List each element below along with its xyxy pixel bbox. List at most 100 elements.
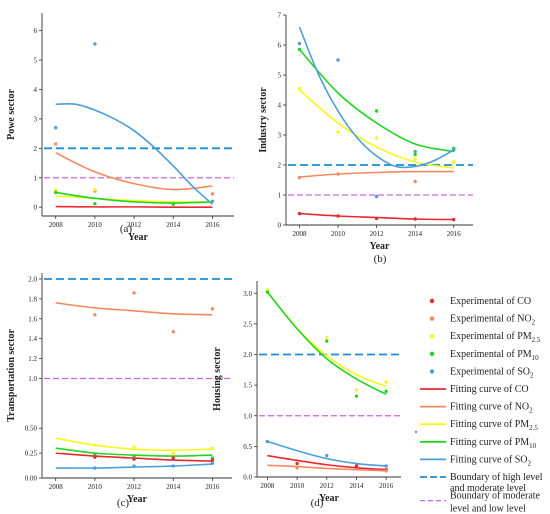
legend-marker [429, 369, 435, 374]
point-no2 [210, 307, 215, 311]
legend-item: Experimental of SO2 [429, 366, 534, 379]
fit-curve-so2 [298, 26, 455, 169]
legend-label: Fitting curve of CO [450, 384, 529, 395]
legend-subscript: 2 [529, 407, 533, 415]
x-tick-label: 2014 [349, 482, 364, 490]
x-axis-label: Year [128, 232, 149, 243]
point-co [132, 457, 136, 461]
legend-label: Experimental of NO2 [450, 314, 536, 327]
point-pm10 [171, 202, 175, 206]
panel-label: (d) [311, 497, 324, 509]
point-co [93, 455, 97, 459]
point-co [171, 456, 175, 460]
x-tick-label: 2008 [292, 230, 307, 238]
point-pm10 [93, 201, 97, 206]
point-no2 [336, 172, 340, 176]
legend-label: Boundary of high level [450, 472, 543, 483]
x-tick-label: 2010 [88, 221, 103, 229]
y-tick-label: 1.0 [28, 375, 37, 383]
y-tick-label: 1.2 [28, 355, 37, 363]
point-pm25 [325, 335, 329, 340]
point-so2 [374, 194, 379, 199]
legend-marker [429, 334, 435, 339]
y-tick-label: 5 [34, 57, 38, 65]
point-so2 [210, 461, 215, 465]
x-tick-label: 2016 [205, 221, 220, 229]
point-pm10 [374, 109, 379, 113]
fit-curve-co [55, 205, 213, 208]
x-tick-label: 2014 [166, 483, 181, 491]
y-tick-label: 0 [278, 222, 282, 230]
point-pm25 [384, 380, 388, 384]
y-tick-label: 1.4 [28, 335, 37, 343]
y-tick-label: 6 [34, 27, 38, 35]
point-no2 [54, 142, 58, 146]
point-co [413, 217, 417, 221]
legend-marker [429, 298, 435, 304]
y-axis-label: Housing sector [212, 347, 223, 411]
point-so2 [265, 439, 270, 444]
legend-label: Experimental of PM10 [450, 349, 539, 362]
legend-subscript: 2.5 [529, 424, 538, 432]
point-pm25 [132, 445, 136, 449]
x-tick-label: 2008 [49, 483, 64, 491]
point-no2 [93, 313, 97, 317]
x-tick-label: 2012 [127, 483, 142, 491]
legend-label: Fitting curve of PM10 [450, 437, 537, 450]
x-tick-label: 2016 [447, 230, 462, 238]
y-tick-label: 1.0 [243, 412, 252, 420]
y-tick-label: 2 [278, 162, 282, 170]
y-tick-label: 0.50 [25, 425, 38, 433]
point-no2 [210, 192, 215, 196]
y-tick-label: 3 [34, 115, 38, 123]
panel-1: 2008 2010 2012 2014 2016 0 1 2 3 4 5 6 Year Powe sect… [6, 13, 234, 243]
point-pm10 [384, 389, 388, 393]
point-so2 [384, 464, 388, 468]
legend-item: Experimental of NO2 [429, 314, 536, 327]
x-tick-label: 2008 [49, 221, 64, 229]
fit-curve-no2 [55, 152, 213, 191]
point-pm25 [452, 160, 456, 164]
y-tick-label: 6 [278, 42, 282, 50]
x-tick-label: 2010 [88, 483, 103, 491]
legend-subscript: 2 [528, 459, 532, 467]
fit-curve-pm25 [55, 437, 213, 451]
point-co [297, 211, 302, 216]
point-co [452, 217, 456, 222]
y-tick-label: 0.0 [243, 474, 252, 482]
fit-curve-so2 [55, 102, 213, 205]
x-tick-label: 2014 [166, 221, 181, 229]
panel-label: (b) [374, 253, 387, 265]
point-pm10 [413, 152, 417, 157]
point-so2 [93, 466, 97, 470]
y-tick-label: 5 [278, 72, 282, 80]
y-tick-label: 4 [278, 102, 282, 110]
point-so2 [297, 41, 302, 46]
y-axis-label: Industry sector [258, 87, 269, 153]
x-tick-label: 2016 [379, 482, 394, 490]
fit-curve-no2 [55, 302, 213, 316]
y-tick-label: 0.25 [25, 450, 38, 458]
x-axis-label: Year [127, 494, 148, 505]
fit-curve-pm25 [55, 195, 213, 203]
y-tick-label: 0.00 [25, 475, 38, 483]
x-tick-label: 2008 [260, 482, 275, 490]
legend-subscript: 2 [530, 371, 534, 379]
point-pm10 [93, 452, 97, 456]
x-tick-label: 2012 [320, 482, 335, 490]
legend-item: Fitting curve of NO2 [420, 402, 533, 415]
x-tick-label: 2010 [331, 230, 346, 238]
fit-curve-pm10 [298, 48, 454, 153]
point-pm25 [354, 388, 359, 392]
fit-curve-co [267, 454, 387, 471]
point-pm10 [297, 47, 302, 52]
fit-curve-pm25 [266, 291, 387, 388]
legend-label: Experimental of PM2.5 [450, 331, 541, 344]
fit-curve-pm10 [55, 191, 213, 204]
point-so2 [413, 149, 417, 154]
legend-label-line2: level and low level [450, 504, 526, 514]
legend-subscript: 10 [529, 442, 537, 450]
legend-subscript: 2.5 [532, 336, 541, 344]
